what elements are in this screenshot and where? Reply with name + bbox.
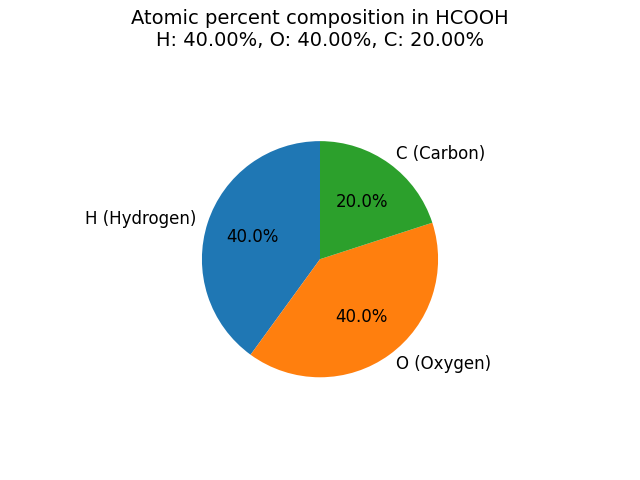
Text: O (Oxygen): O (Oxygen) [396, 355, 492, 373]
Title: Atomic percent composition in HCOOH
H: 40.00%, O: 40.00%, C: 20.00%: Atomic percent composition in HCOOH H: 4… [131, 9, 509, 50]
Text: H (Hydrogen): H (Hydrogen) [85, 210, 196, 228]
Wedge shape [251, 223, 438, 377]
Wedge shape [202, 141, 320, 355]
Text: C (Carbon): C (Carbon) [396, 145, 486, 163]
Text: 20.0%: 20.0% [335, 193, 388, 211]
Text: 40.0%: 40.0% [227, 228, 279, 246]
Wedge shape [320, 141, 432, 259]
Text: 40.0%: 40.0% [335, 308, 388, 325]
